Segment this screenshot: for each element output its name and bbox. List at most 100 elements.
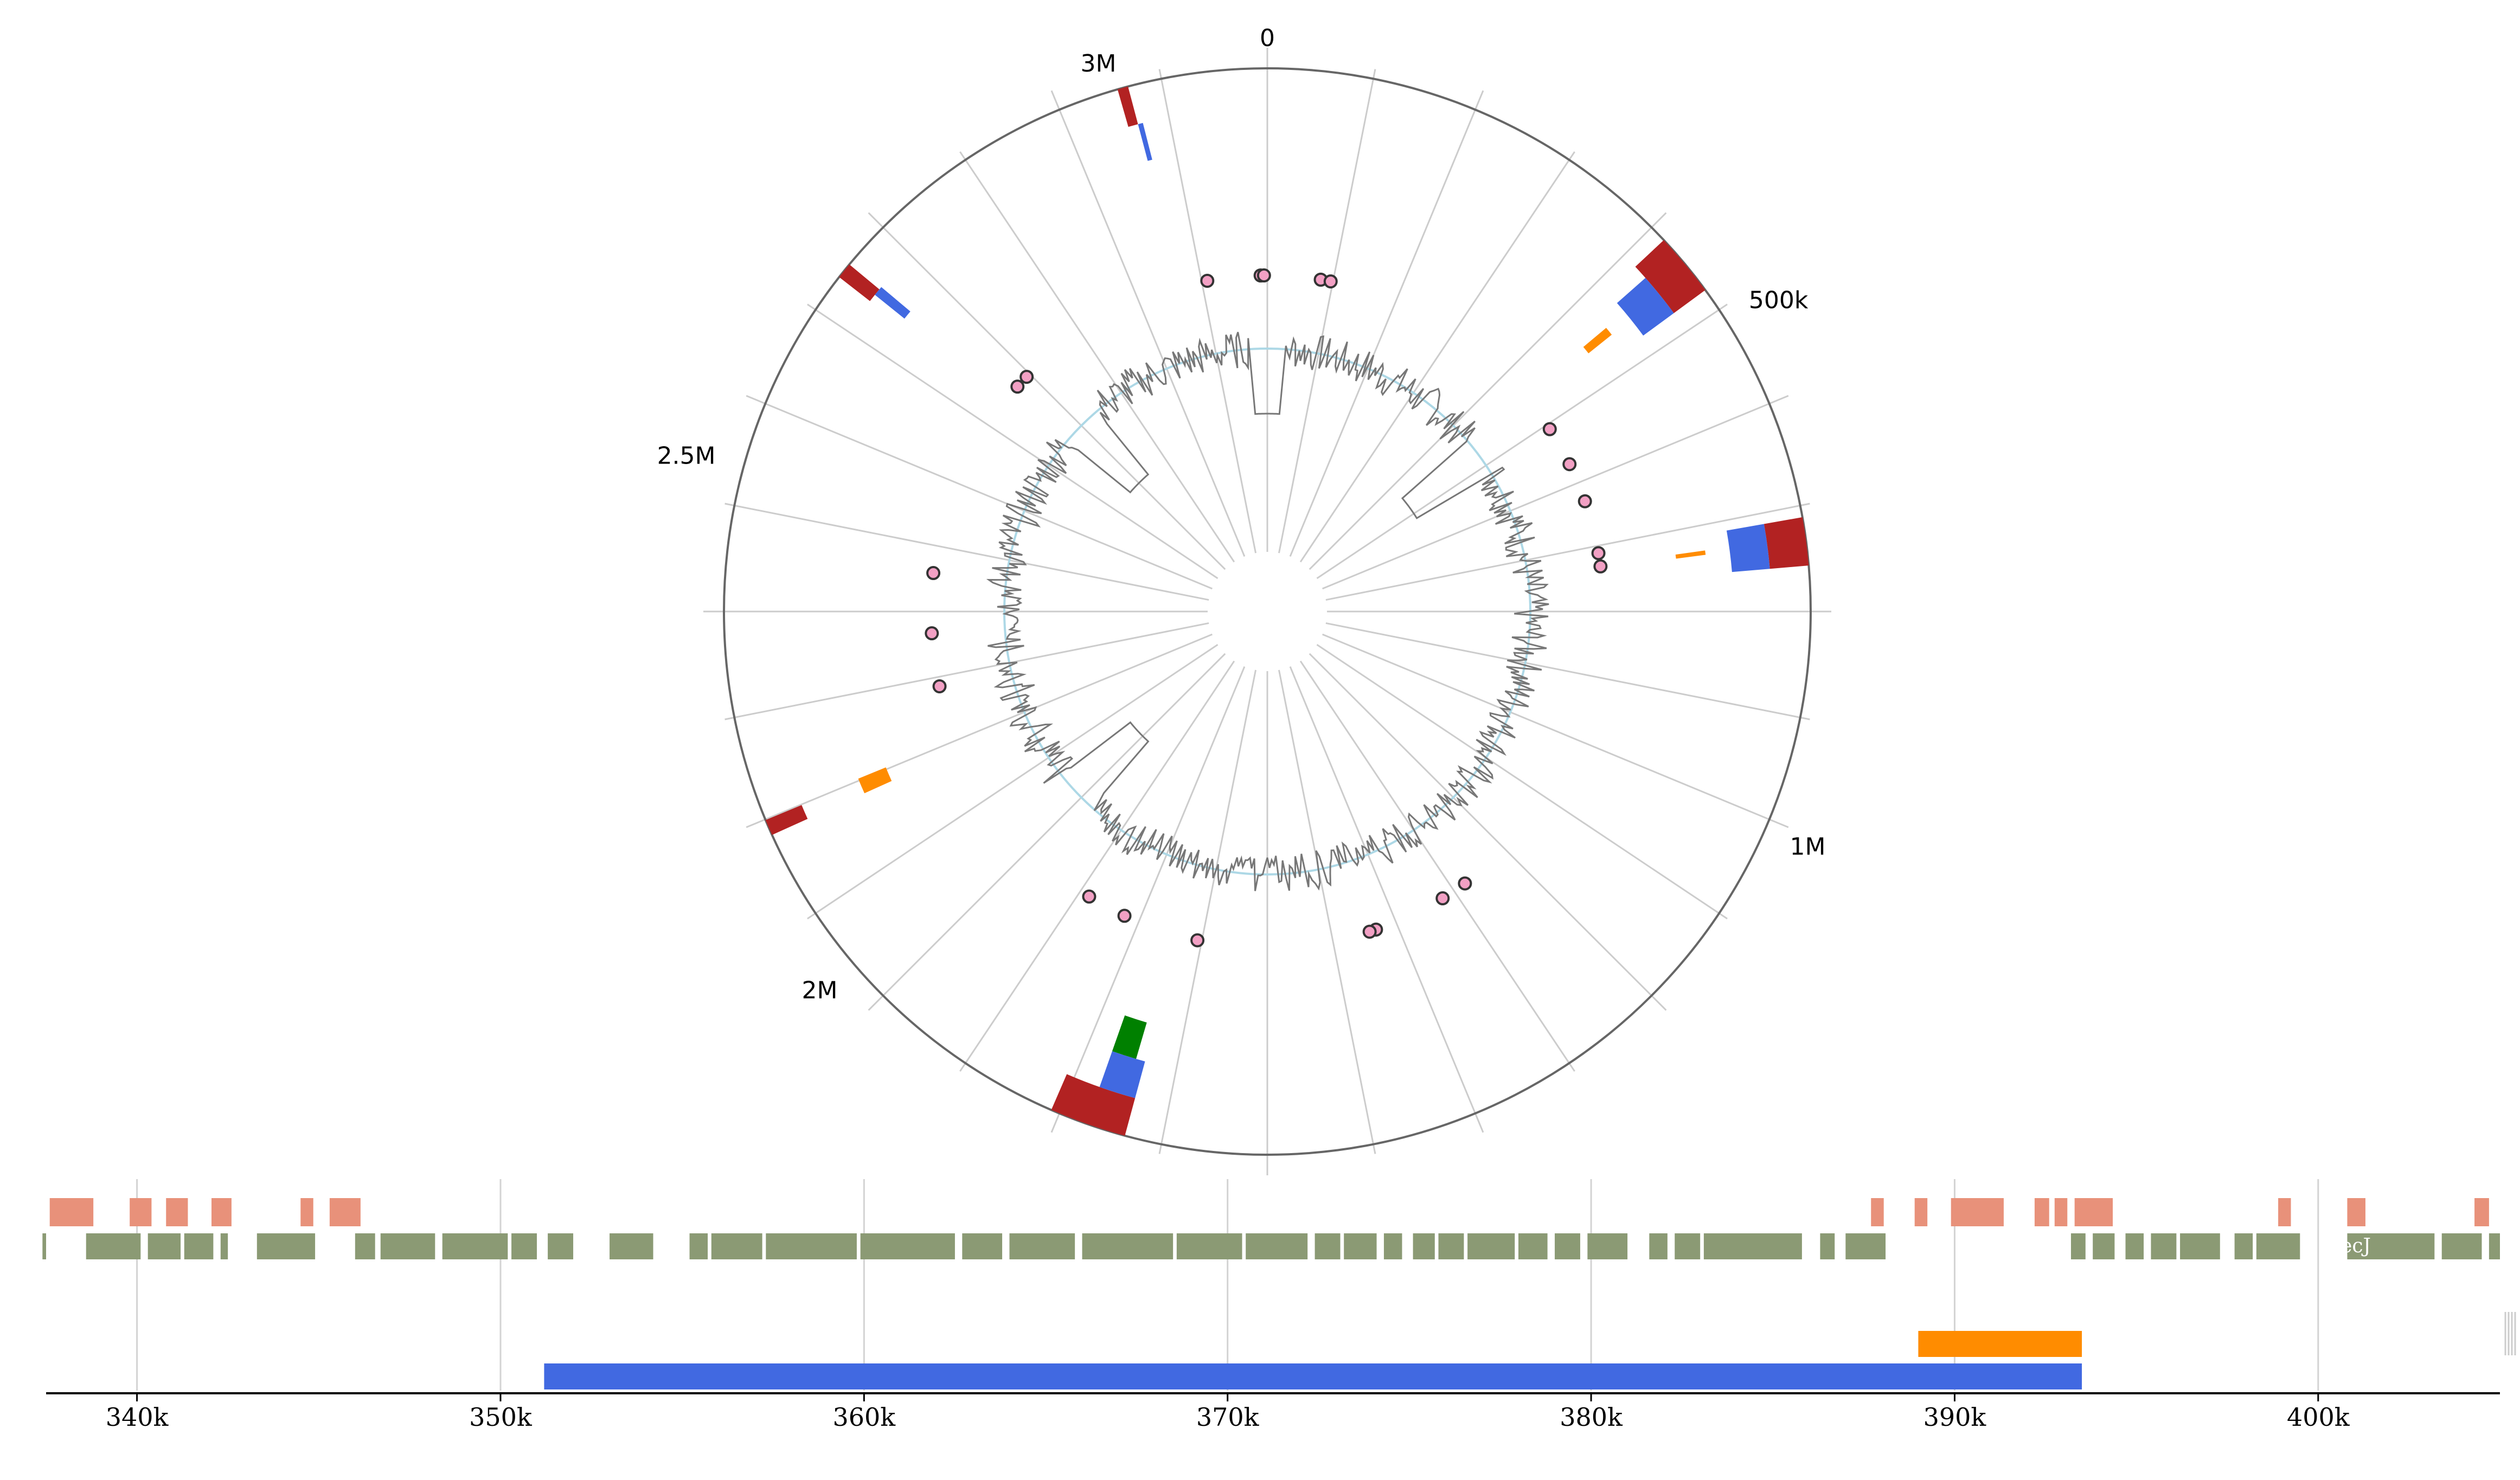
gene-feature xyxy=(2489,1233,2500,1259)
circular-genome-map[interactable]: 0 500k 1M 2M 2.5M 3M xyxy=(657,24,1831,1175)
green-feature xyxy=(1112,1015,1147,1059)
gene-feature xyxy=(184,1233,214,1259)
radial-gridline xyxy=(1278,69,1376,554)
blue-feature xyxy=(1726,524,1770,572)
radial-gridline xyxy=(1050,90,1246,557)
gene-feature xyxy=(1344,1233,1377,1259)
marker-dot xyxy=(1591,546,1606,561)
gene-feature xyxy=(2151,1233,2177,1259)
salmon-feature xyxy=(329,1198,361,1226)
radial-gridline xyxy=(868,653,1226,1011)
linear-genome-track[interactable]: recJ 340k 350k 360k 370k 380k 390k 400k xyxy=(42,1179,2516,1432)
position-label: 3M xyxy=(1080,50,1116,78)
gene-feature xyxy=(1649,1233,1668,1259)
gene-feature xyxy=(1438,1233,1464,1259)
gene-feature xyxy=(860,1233,955,1259)
gene-feature xyxy=(220,1233,228,1259)
radial-gridline xyxy=(1325,503,1810,601)
gene-feature xyxy=(689,1233,708,1259)
gene-feature xyxy=(86,1233,141,1259)
gc-content-line xyxy=(986,332,1549,891)
gene-feature xyxy=(2234,1233,2253,1259)
gene-feature xyxy=(148,1233,181,1259)
salmon-feature xyxy=(211,1198,232,1226)
salmon-feature xyxy=(71,1198,94,1226)
salmon-feature xyxy=(2474,1198,2489,1226)
radial-gridline xyxy=(746,633,1213,828)
red-feature xyxy=(839,264,880,301)
center-hub xyxy=(1219,563,1316,660)
radial-gridline xyxy=(1289,666,1484,1133)
radial-gridline xyxy=(1158,670,1257,1154)
gene-feature xyxy=(1845,1233,1886,1259)
marker-dot xyxy=(1578,494,1592,509)
axis-tick-label: 350k xyxy=(469,1402,533,1432)
blue-feature xyxy=(1617,278,1674,336)
marker-dot xyxy=(1435,891,1450,906)
gene-feature xyxy=(2180,1233,2220,1259)
position-label: 2.5M xyxy=(657,442,716,470)
radial-gridline xyxy=(1158,69,1257,554)
gene-feature xyxy=(766,1233,857,1259)
marker-dot xyxy=(926,566,941,581)
gene-feature xyxy=(1587,1233,1628,1259)
salmon-feature xyxy=(2278,1198,2291,1226)
salmon-feature xyxy=(166,1198,188,1226)
radial-gridline xyxy=(807,304,1219,580)
gene-feature xyxy=(42,1233,46,1259)
salmon-feature xyxy=(1951,1198,2004,1226)
gene-feature xyxy=(2070,1233,2086,1259)
axis-tick-label: 360k xyxy=(832,1402,896,1432)
red-feature xyxy=(1764,517,1809,569)
gene-feature xyxy=(1703,1233,1802,1259)
orange-feature xyxy=(1583,327,1612,353)
marker-dot xyxy=(1117,909,1132,923)
marker-dot xyxy=(1200,273,1215,288)
gene-feature xyxy=(1009,1233,1075,1259)
gene-feature xyxy=(1383,1233,1402,1259)
radial-gridline xyxy=(1299,660,1575,1072)
radial-gridline xyxy=(724,622,1209,720)
radial-gridline xyxy=(1316,304,1728,580)
gene-feature xyxy=(2256,1233,2300,1259)
salmon-feature xyxy=(1871,1198,1884,1226)
marker-dot xyxy=(1323,274,1338,289)
gene-feature xyxy=(2441,1233,2482,1259)
radial-gridline xyxy=(1289,90,1484,557)
gene-feature xyxy=(1176,1233,1242,1259)
gene-feature xyxy=(962,1233,1003,1259)
salmon-feature xyxy=(300,1198,313,1226)
red-feature xyxy=(1117,86,1138,127)
gene-feature xyxy=(1413,1233,1435,1259)
orange-feature xyxy=(858,767,892,794)
blue-feature xyxy=(1099,1051,1145,1098)
marker-dot xyxy=(925,626,939,641)
position-label: 500k xyxy=(1749,287,1809,314)
red-feature xyxy=(1635,240,1705,313)
radial-gridline xyxy=(724,503,1209,601)
salmon-feature xyxy=(2074,1198,2113,1226)
gene-feature xyxy=(2093,1233,2115,1259)
radial-gridline xyxy=(746,395,1213,590)
radial-gridline xyxy=(1325,622,1810,720)
orange-feature xyxy=(1675,550,1706,559)
axis-tick-label: 390k xyxy=(1923,1402,1987,1432)
blue-feature xyxy=(1138,123,1152,161)
radial-gridline xyxy=(1322,633,1789,828)
radial-gridline xyxy=(1299,151,1575,563)
gene-feature xyxy=(257,1233,316,1259)
red-feature xyxy=(1051,1074,1136,1136)
radial-gridline xyxy=(1316,644,1728,919)
marker-dot xyxy=(1256,268,1271,283)
gene-feature xyxy=(380,1233,435,1259)
marker-dot xyxy=(1562,457,1577,472)
radial-gridline xyxy=(807,644,1219,919)
radial-gridline xyxy=(1309,212,1667,570)
gene-feature xyxy=(610,1233,653,1259)
gene-feature xyxy=(1246,1233,1308,1259)
marker-dot xyxy=(1458,876,1472,891)
gene-feature xyxy=(355,1233,375,1259)
axis-tick-label: 340k xyxy=(106,1402,169,1432)
radial-gridline xyxy=(1050,666,1246,1133)
